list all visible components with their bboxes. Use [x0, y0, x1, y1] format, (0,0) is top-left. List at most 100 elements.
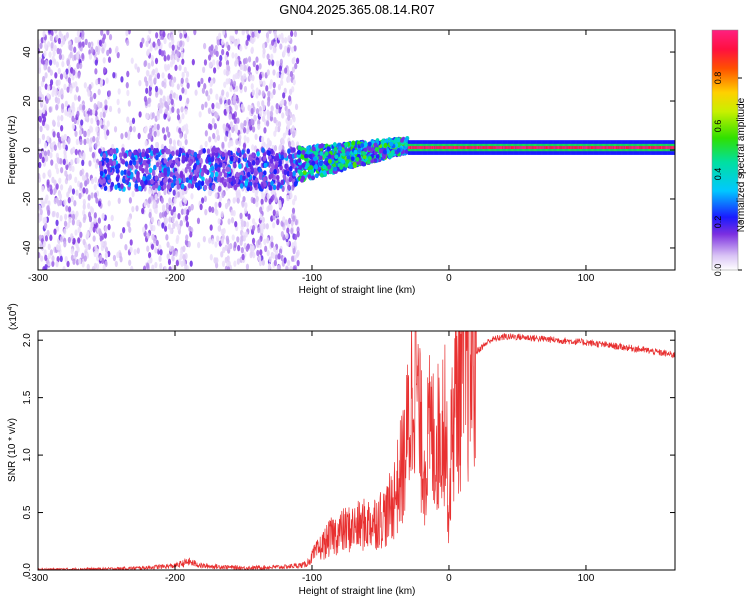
spectrogram-cell	[275, 102, 279, 110]
spectrogram-cell	[90, 46, 94, 54]
spectrogram-cell	[657, 146, 660, 150]
spectrogram-cell	[56, 120, 61, 128]
spectrogram-cell	[201, 176, 205, 182]
spectrogram-cell	[273, 168, 277, 175]
spectrogram-cell	[154, 247, 158, 254]
spectrogram-cell	[106, 174, 111, 180]
spectrogram-cell	[60, 88, 64, 95]
spectrogram-cell	[590, 146, 593, 150]
spectrogram-cell	[289, 157, 294, 164]
spectrogram-cell	[89, 125, 93, 132]
spectrogram-cell	[179, 32, 183, 39]
spectrogram-cell	[259, 110, 263, 117]
spectrogram-cell	[62, 142, 66, 150]
spectrogram-cell	[121, 147, 125, 153]
spectrogram-cell	[183, 30, 187, 35]
spectrogram-cell	[293, 266, 297, 270]
spectrogram-cell	[145, 162, 149, 169]
spectrogram-cell	[93, 250, 97, 258]
spectrogram-cell	[146, 113, 150, 120]
spectrogram-cell	[220, 211, 224, 218]
spectrogram-cell	[419, 146, 422, 150]
spectrogram-cell	[407, 146, 410, 150]
spectrogram-cell	[240, 246, 244, 254]
spectrogram-cell	[243, 85, 248, 93]
spectrogram-cell	[49, 59, 53, 66]
spectrogram-cell	[482, 146, 484, 150]
spectrogram-cell	[273, 145, 278, 152]
spectrogram-cell	[238, 163, 242, 170]
spectrogram-cell	[261, 259, 265, 266]
spectrogram-cell	[252, 60, 256, 68]
spectrogram-cell	[168, 216, 172, 223]
spectrogram-cell	[244, 57, 248, 64]
spectrogram-cell	[267, 263, 271, 270]
spectrogram-cell	[179, 172, 184, 178]
spectrogram-cell	[98, 160, 103, 167]
spectrogram-cell	[213, 123, 217, 130]
spectrogram-cell	[160, 50, 164, 57]
spectrogram-cell	[56, 256, 60, 263]
spectrogram-cell	[185, 234, 189, 241]
spectrogram-cell	[292, 170, 296, 177]
spectrogram-cell	[60, 103, 65, 110]
spectrogram-cell	[302, 170, 307, 176]
spectrogram-cell	[75, 71, 79, 79]
spectrogram-cell	[78, 36, 82, 43]
spectrogram-cell	[519, 146, 522, 150]
spectrogram-cell	[545, 146, 548, 150]
spectrogram-cell	[50, 159, 54, 166]
spectrogram-cell	[76, 62, 80, 70]
spectrogram-cell	[279, 43, 283, 50]
spectrogram-cell	[280, 73, 284, 80]
spectrogram-cell	[208, 237, 212, 244]
spectrogram-cell	[299, 177, 304, 183]
spectrogram-cell	[225, 59, 230, 67]
spectrogram-cell	[154, 85, 159, 93]
spectrogram-cell	[244, 231, 248, 238]
spectrogram-cell	[55, 211, 60, 219]
spectrogram-cell	[272, 221, 276, 229]
spectrogram-cell	[47, 66, 51, 73]
spectrogram-cell	[513, 146, 515, 150]
spectrogram-cell	[73, 200, 77, 207]
spectrogram-cell	[103, 242, 107, 249]
spectrogram-cell	[231, 126, 235, 134]
spectrogram-cell	[214, 241, 218, 248]
x-tick-label: -300	[28, 273, 48, 284]
spectrogram-cell	[103, 129, 108, 136]
spectrogram-cell	[145, 153, 150, 160]
spectrogram-cell	[75, 242, 79, 249]
spectrogram-cell	[187, 241, 191, 248]
spectrogram-cell	[40, 58, 45, 65]
spectrogram-cell	[166, 166, 170, 172]
spectrogram-cell	[266, 36, 270, 44]
spectrogram-cell	[73, 94, 78, 101]
spectrogram-cell	[49, 249, 54, 256]
spectrogram-cell	[453, 146, 456, 150]
spectrogram-cell	[75, 189, 79, 196]
spectrogram-cell	[214, 192, 218, 199]
spectrogram-cell	[495, 146, 497, 150]
spectrogram-cell	[236, 38, 240, 45]
spectrogram-cell	[269, 173, 274, 179]
spectrogram-cell	[185, 71, 190, 78]
spectrogram-cell	[486, 146, 489, 150]
spectrogram-cell	[247, 161, 252, 168]
spectrogram-cell	[551, 146, 553, 150]
spectrogram-cell	[65, 68, 69, 75]
spectrogram-cell	[260, 227, 264, 234]
spectrogram-cell	[255, 92, 259, 99]
spectrogram-cell	[251, 144, 255, 151]
spectrogram-cell	[85, 244, 89, 251]
spectrogram-cell	[64, 170, 68, 177]
spectrogram-cell	[642, 146, 644, 150]
spectrogram-cell	[268, 184, 273, 191]
spectrogram-cell	[77, 226, 81, 234]
spectrogram-cell	[608, 146, 610, 150]
spectrogram-cell	[171, 106, 175, 113]
spectrogram-cell	[596, 146, 598, 150]
spectrogram-cell	[152, 149, 157, 155]
spectrogram-cell	[161, 72, 165, 79]
spectrogram-cell	[425, 146, 427, 150]
